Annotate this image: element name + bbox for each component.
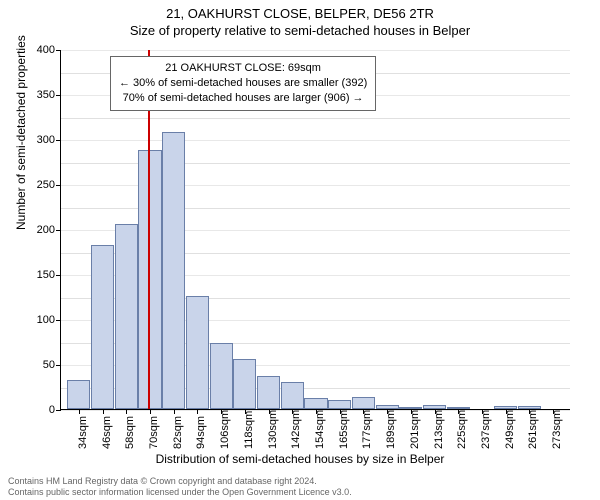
chart-container: 21, OAKHURST CLOSE, BELPER, DE56 2TR Siz… (0, 0, 600, 500)
x-tick-label: 142sqm (290, 410, 302, 449)
page-subtitle: Size of property relative to semi-detach… (0, 21, 600, 38)
x-tick-label: 213sqm (433, 410, 445, 449)
histogram-bar (162, 132, 185, 409)
x-tick-label: 82sqm (172, 416, 184, 449)
histogram-bar (304, 398, 327, 409)
footer-line2: Contains public sector information licen… (8, 487, 352, 498)
annotation-line3: 70% of semi-detached houses are larger (… (119, 91, 367, 106)
y-tick-label: 400 (37, 44, 61, 56)
x-tick-label: 273sqm (551, 410, 563, 449)
x-tick-label: 94sqm (195, 416, 207, 449)
x-tick-label: 201sqm (409, 410, 421, 449)
x-tick-label: 249sqm (504, 410, 516, 449)
x-axis-label: Distribution of semi-detached houses by … (0, 452, 600, 466)
x-tick-label: 154sqm (314, 410, 326, 449)
x-tick-label: 130sqm (267, 410, 279, 449)
x-tick-label: 261sqm (527, 410, 539, 449)
y-tick-label: 50 (43, 359, 61, 371)
histogram-bar (281, 382, 304, 409)
annotation-box: 21 OAKHURST CLOSE: 69sqm ← 30% of semi-d… (110, 56, 376, 111)
x-tick-label: 70sqm (148, 416, 160, 449)
histogram-bar (328, 400, 351, 409)
annotation-line1: 21 OAKHURST CLOSE: 69sqm (119, 61, 367, 76)
footer-line1: Contains HM Land Registry data © Crown c… (8, 476, 352, 487)
x-tick-label: 106sqm (219, 410, 231, 449)
x-tick-label: 46sqm (101, 416, 113, 449)
histogram-bar (115, 224, 138, 409)
x-tick-label: 165sqm (338, 410, 350, 449)
chart-area: 05010015020025030035040034sqm46sqm58sqm7… (60, 50, 570, 410)
y-tick-label: 300 (37, 134, 61, 146)
x-tick-label: 189sqm (385, 410, 397, 449)
page-title: 21, OAKHURST CLOSE, BELPER, DE56 2TR (0, 0, 600, 21)
x-tick-label: 118sqm (243, 411, 255, 449)
annotation-line2: ← 30% of semi-detached houses are smalle… (119, 76, 367, 91)
y-tick-label: 250 (37, 179, 61, 191)
histogram-bar (352, 397, 375, 409)
histogram-bar (186, 296, 209, 409)
histogram-bar (233, 359, 256, 409)
x-tick-label: 177sqm (361, 410, 373, 449)
x-tick-label: 225sqm (456, 410, 468, 449)
y-tick-label: 350 (37, 89, 61, 101)
x-tick-label: 58sqm (124, 416, 136, 449)
histogram-bar (210, 343, 233, 409)
histogram-bar (91, 245, 114, 409)
x-tick-label: 237sqm (480, 410, 492, 449)
y-axis-label: Number of semi-detached properties (14, 35, 28, 230)
histogram-bar (67, 380, 90, 409)
y-tick-label: 150 (37, 269, 61, 281)
y-tick-label: 0 (49, 404, 61, 416)
x-tick-label: 34sqm (77, 416, 89, 449)
y-tick-label: 200 (37, 224, 61, 236)
y-tick-label: 100 (37, 314, 61, 326)
footer-attribution: Contains HM Land Registry data © Crown c… (8, 476, 352, 498)
histogram-bar (257, 376, 280, 409)
